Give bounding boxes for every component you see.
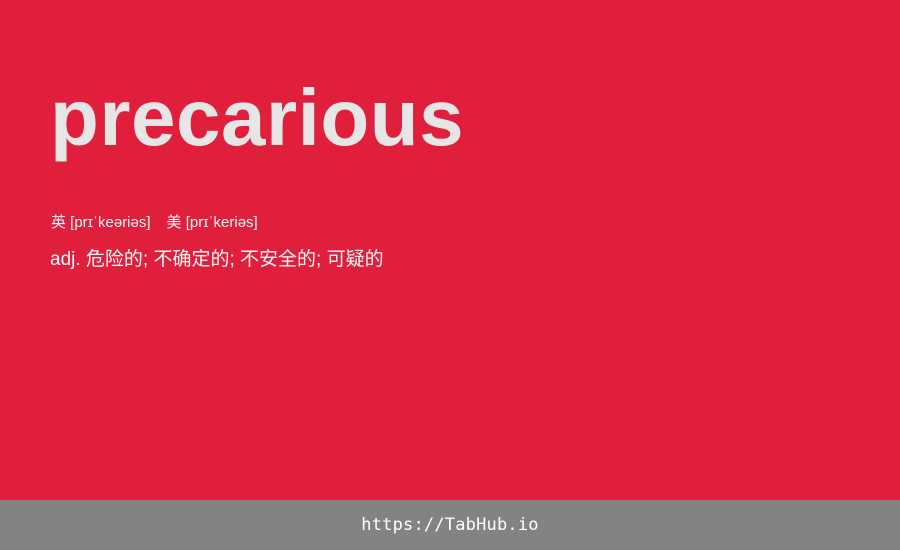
tabhub-link[interactable]: https://TabHub.io <box>361 515 539 535</box>
uk-phonetic: 英 [prɪˈkeəriəs] <box>51 214 151 231</box>
footer-bar: https://TabHub.io <box>0 500 900 550</box>
definition: adj. 危险的; 不确定的; 不安全的; 可疑的 <box>50 249 384 270</box>
us-phonetic: 美 [prɪˈkeriəs] <box>166 214 258 231</box>
headword: precarious <box>50 73 465 162</box>
word-card: precarious 英 [prɪˈkeəriəs] 美 [prɪˈkeriəs]… <box>50 73 465 270</box>
phonetics-line: 英 [prɪˈkeəriəs] 美 [prɪˈkeriəs] <box>51 212 258 234</box>
